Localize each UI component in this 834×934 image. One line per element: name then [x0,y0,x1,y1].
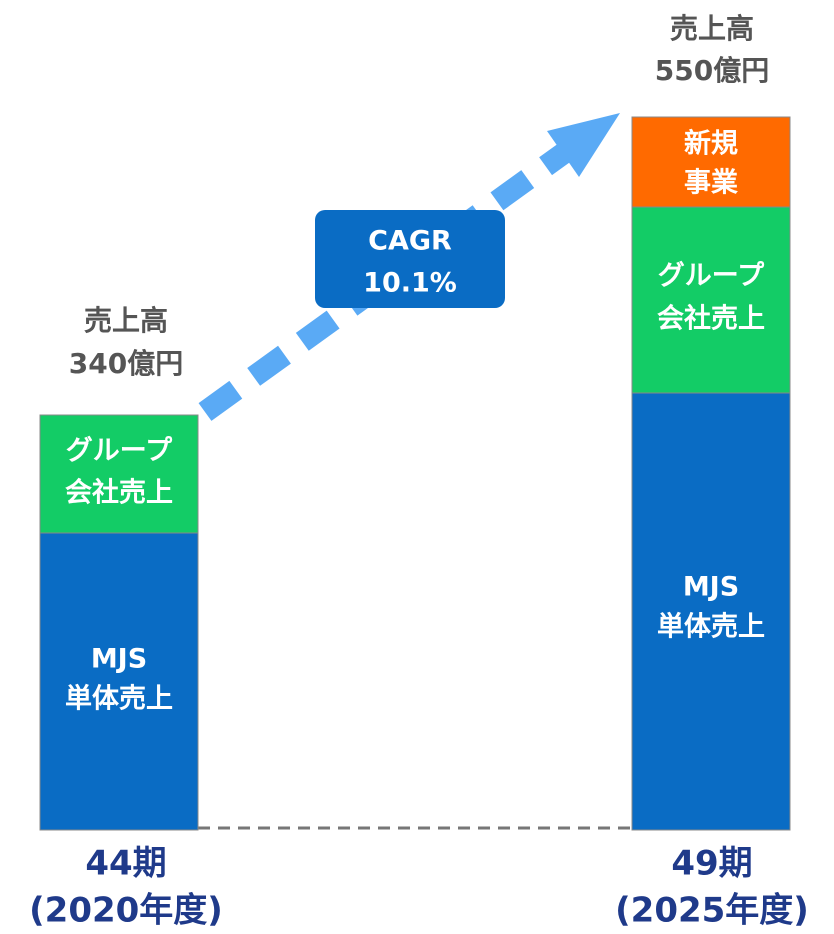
segment-label: 会社売上 [657,303,765,335]
bar-segment [631,116,791,208]
segment-label: グループ [66,435,173,467]
cagr-box [315,210,505,308]
growth-arrow [198,136,582,421]
total-label: 売上高 [84,304,168,337]
arrow-head [547,113,620,177]
segment-label: 単体売上 [657,611,765,643]
segment-label: グループ [658,260,765,292]
segment-label: 事業 [684,168,738,199]
total-label: 売上高 [670,12,754,45]
total-value: 340億円 [69,347,183,380]
bar-segment [631,392,791,831]
bar-segment [631,206,791,394]
segment-label: MJS [683,572,739,603]
bar-segment [39,532,199,831]
segment-label: MJS [91,644,147,675]
period-label: 49期 [671,844,752,884]
cagr-label: CAGR [368,226,452,257]
cagr-value: 10.1% [363,268,457,299]
period-label: 44期 [85,844,166,884]
bar-segment [39,414,199,534]
segment-label: 新規 [684,128,738,160]
total-value: 550億円 [655,54,769,87]
segment-label: 単体売上 [65,683,173,715]
segment-label: 会社売上 [65,477,173,509]
period-label: (2020年度) [29,891,223,931]
period-label: (2025年度) [615,891,809,931]
